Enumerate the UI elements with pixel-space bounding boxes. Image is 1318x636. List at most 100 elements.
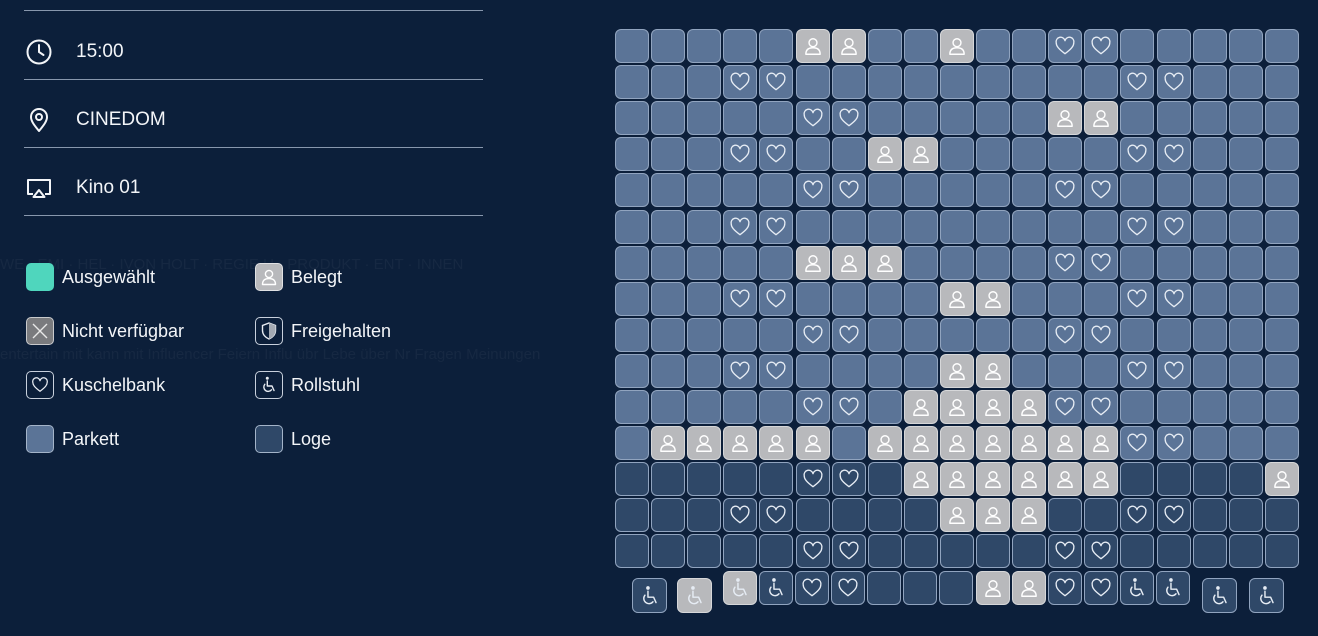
seat[interactable] [1228,426,1263,461]
seat[interactable] [615,353,649,388]
seat[interactable] [723,29,758,63]
seat[interactable] [1264,29,1299,63]
seat[interactable] [1228,137,1263,172]
seat[interactable] [903,571,937,605]
seat[interactable] [651,534,686,569]
seat[interactable] [1084,317,1119,352]
seat[interactable] [1120,137,1155,172]
seat[interactable] [903,29,938,63]
seat[interactable] [903,390,938,424]
seat[interactable] [1264,317,1299,352]
seat[interactable] [723,534,758,569]
seat[interactable] [651,29,686,63]
seat[interactable] [723,137,758,172]
seat[interactable] [939,534,974,569]
seat[interactable] [1084,353,1119,388]
seat[interactable] [723,173,758,208]
seat[interactable] [759,498,794,533]
seat[interactable] [1012,462,1047,497]
seat[interactable] [1084,173,1119,208]
seat[interactable] [687,534,722,569]
seat[interactable] [1084,29,1119,63]
seat[interactable] [759,281,794,316]
seat[interactable] [867,353,902,388]
seat[interactable] [903,317,938,352]
seat[interactable] [976,137,1010,172]
seat[interactable] [723,209,758,244]
seat[interactable] [1192,462,1227,497]
seat[interactable] [1120,534,1155,569]
seat[interactable] [939,209,974,244]
seat[interactable] [1192,137,1227,172]
seat[interactable] [1192,317,1227,352]
seat[interactable] [615,65,649,100]
seat[interactable] [795,498,830,533]
seat[interactable] [615,209,649,244]
seat[interactable] [903,281,938,316]
seat[interactable] [1264,353,1299,388]
seat[interactable] [831,534,866,569]
seat[interactable] [759,29,794,63]
seat[interactable] [867,29,902,63]
seat[interactable] [1192,245,1227,280]
seat[interactable] [1084,390,1119,424]
seat[interactable] [651,65,686,100]
seat[interactable] [1048,571,1082,605]
seat[interactable] [795,245,830,280]
seat[interactable] [1012,281,1047,316]
seat[interactable] [976,462,1010,497]
seat[interactable] [939,137,974,172]
seat[interactable] [1156,317,1191,352]
seat[interactable] [687,353,722,388]
seat[interactable] [1120,317,1155,352]
seat[interactable] [939,29,974,63]
seat[interactable] [939,498,974,533]
seat[interactable] [615,173,649,208]
seat[interactable] [867,426,902,461]
seat[interactable] [1156,426,1191,461]
seat[interactable] [723,353,758,388]
seat[interactable] [795,462,830,497]
seat[interactable] [1228,245,1263,280]
seat[interactable] [759,173,794,208]
seat[interactable] [903,137,938,172]
seat[interactable] [1156,462,1191,497]
seat[interactable] [1048,173,1083,208]
seat[interactable] [976,173,1010,208]
seat[interactable] [1156,137,1191,172]
seat[interactable] [759,390,794,424]
seat[interactable] [1264,462,1299,497]
seat[interactable] [1012,65,1047,100]
seat[interactable] [1156,353,1191,388]
seat[interactable] [1264,534,1299,569]
seat[interactable] [615,317,649,352]
seat[interactable] [1192,101,1227,136]
seat[interactable] [615,462,649,497]
seat[interactable] [759,65,794,100]
seat[interactable] [976,209,1010,244]
seat[interactable] [1156,29,1191,63]
seat[interactable] [1156,245,1191,280]
seat[interactable] [1120,498,1155,533]
seat[interactable] [831,209,866,244]
seat[interactable] [615,426,649,461]
seat[interactable] [976,498,1010,533]
seat[interactable] [1012,137,1047,172]
seat[interactable] [976,571,1010,605]
seat[interactable] [1084,137,1119,172]
seat[interactable] [976,245,1010,280]
seat[interactable] [1264,173,1299,208]
seat[interactable] [723,317,758,352]
seat[interactable] [1012,101,1047,136]
seat[interactable] [939,281,974,316]
seat[interactable] [1156,390,1191,424]
seat[interactable] [867,281,902,316]
seat[interactable] [615,498,649,533]
seat[interactable] [831,498,866,533]
seat[interactable] [1156,101,1191,136]
seat[interactable] [1264,498,1299,533]
seat[interactable] [1264,209,1299,244]
seat[interactable] [1012,317,1047,352]
seat[interactable] [615,534,649,569]
seat[interactable] [1156,173,1191,208]
